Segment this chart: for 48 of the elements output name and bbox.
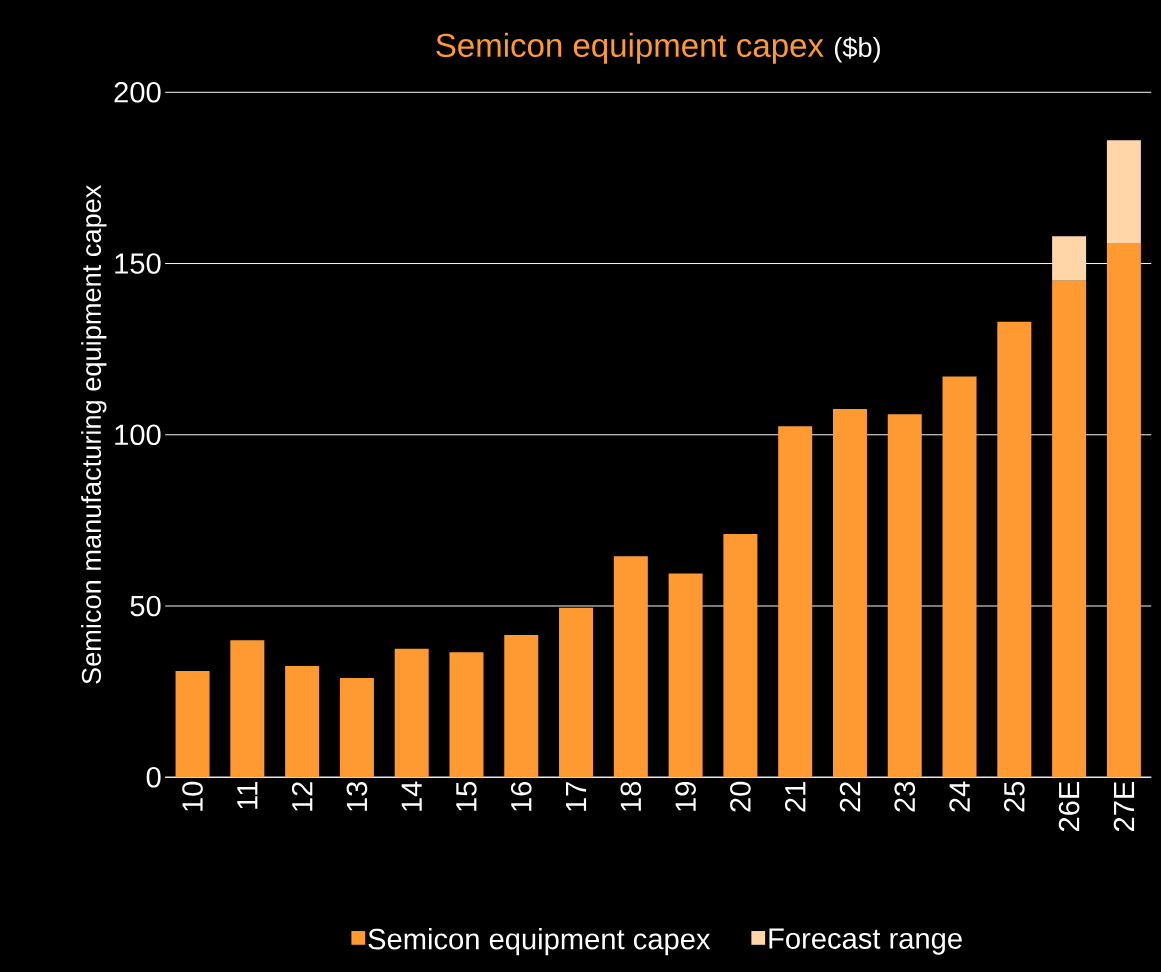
x-tick-label: 17 (566, 782, 587, 812)
bar (1052, 236, 1087, 281)
bar (504, 635, 539, 778)
y-axis-title: Semicon manufacturing equipment capex (81, 185, 107, 685)
x-tick-label: 10 (182, 782, 203, 812)
bar (339, 678, 374, 778)
y-tick-label: 200 (114, 82, 161, 103)
legend-label: Semicon equipment capex (368, 928, 711, 956)
x-tick-label: 16 (510, 782, 532, 812)
x-tick-label: 25 (1004, 782, 1025, 812)
bar (1052, 280, 1087, 778)
x-tick-label: 13 (346, 782, 368, 812)
y-tick-label: 150 (115, 253, 161, 275)
x-tick-label: 18 (620, 782, 642, 812)
x-tick-label: 23 (894, 782, 916, 812)
x-tick-label: 21 (785, 782, 806, 812)
y-tick-label: 0 (146, 767, 161, 788)
x-tick-label: 27E (1113, 782, 1135, 832)
bar (997, 321, 1032, 778)
x-tick-label: 11 (237, 782, 258, 809)
chart-subtitle: ($b) (834, 36, 880, 63)
bar (613, 556, 648, 778)
y-tick-label: 50 (130, 595, 161, 617)
bar (1106, 243, 1141, 778)
bar (559, 607, 594, 778)
legend-label: Forecast range (769, 928, 962, 955)
bar (394, 649, 429, 778)
x-tick-label: 24 (949, 781, 970, 812)
x-tick-label: 22 (839, 782, 861, 812)
chart-title: Semicon equipment capex (436, 33, 824, 64)
bar (832, 409, 867, 778)
bar (668, 573, 703, 778)
bar (942, 376, 977, 778)
x-tick-label: 19 (675, 782, 696, 812)
bar (887, 414, 922, 778)
bar (175, 671, 210, 778)
bar (1106, 140, 1141, 244)
x-tick-label: 26E (1058, 782, 1080, 832)
x-tick-label: 14 (401, 781, 422, 812)
bar (778, 426, 813, 778)
y-tick-label: 100 (115, 424, 161, 446)
x-tick-label: 15 (456, 782, 477, 812)
bar (723, 534, 758, 778)
x-tick-label: 12 (291, 782, 313, 812)
bar (449, 652, 484, 778)
bar (230, 640, 265, 778)
bar (285, 666, 320, 778)
x-tick-label: 20 (730, 782, 751, 812)
